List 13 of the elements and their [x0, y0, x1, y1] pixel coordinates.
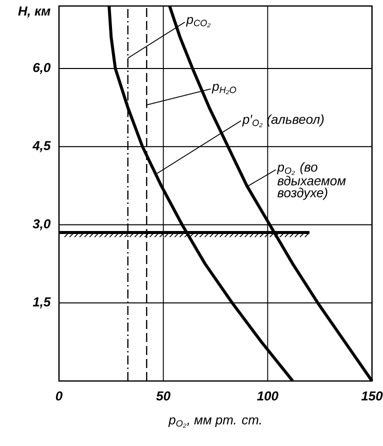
y-tick-label: 3,0 — [32, 219, 51, 230]
x-tick-label: 100 — [257, 391, 278, 401]
y-tick-label: 6,0 — [33, 62, 51, 74]
annotation: p$_{H₂O}$ — [212, 84, 236, 94]
annotation: p$_{O₂}$ (во вдыхаемом воздухе) — [276, 162, 346, 200]
annotation: p$_{CO₂}$ — [186, 16, 211, 28]
y-tick-label: 1,5 — [32, 297, 51, 308]
x-tick-label: 0 — [56, 391, 62, 401]
x-tick-label: 150 — [361, 391, 383, 401]
x-axis-title: p$_{O₂}$, мм рт. ст. — [168, 417, 261, 428]
y-tick-label: 4,5 — [32, 141, 51, 152]
y-axis-title: H, км — [18, 6, 50, 18]
x-tick-label: 50 — [156, 391, 170, 401]
